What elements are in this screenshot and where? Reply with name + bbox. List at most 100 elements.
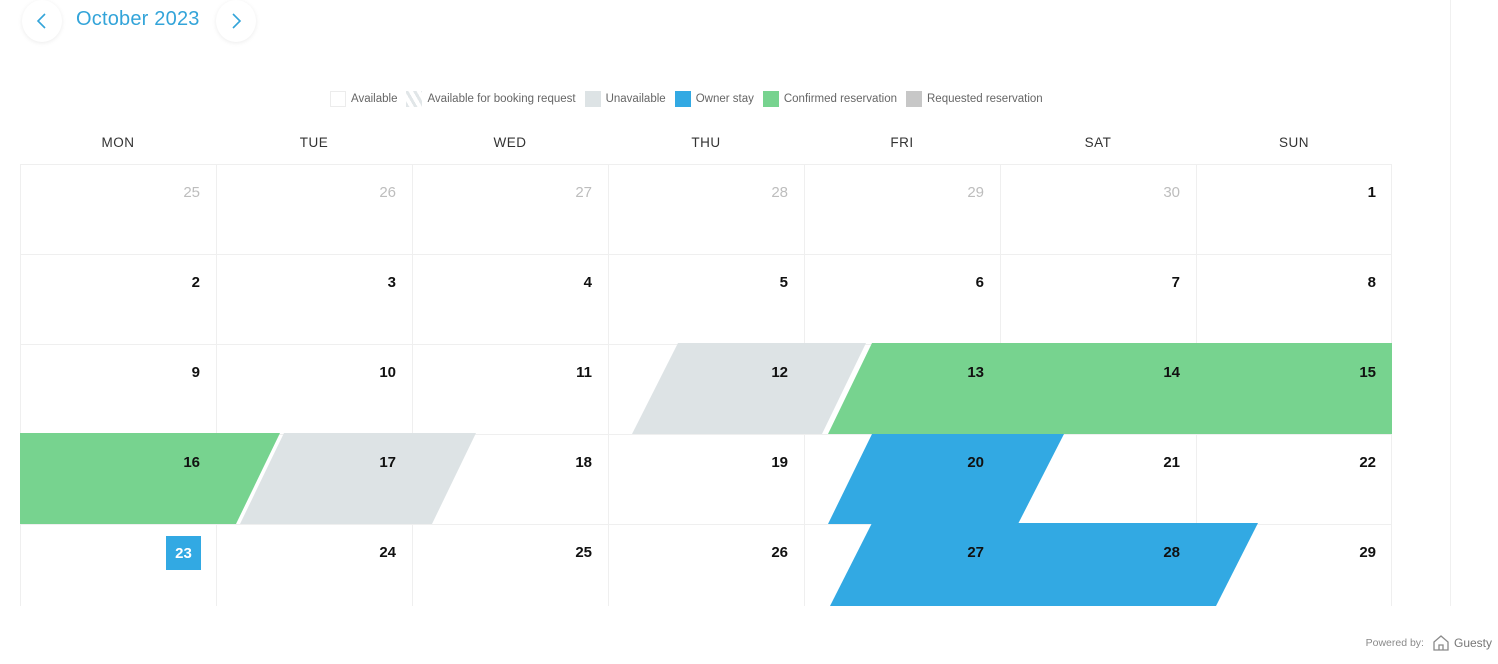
day-cell[interactable]: 28	[1000, 524, 1196, 614]
legend-label: Unavailable	[605, 93, 666, 105]
day-cell[interactable]: 20	[804, 434, 1000, 524]
day-cell[interactable]: 19	[608, 434, 804, 524]
day-cell[interactable]: 27	[804, 524, 1000, 614]
day-number: 25	[575, 544, 592, 561]
day-cells: 25 26 27 28 29 30 1 2 3 4 5 6 7 8 9 10 1…	[20, 164, 1392, 606]
day-number: 20	[967, 454, 984, 471]
day-cell[interactable]: 29	[1196, 524, 1392, 614]
house-icon	[1433, 635, 1449, 651]
owner-stay-block	[828, 434, 1064, 524]
weekday-tue: TUE	[299, 135, 329, 150]
day-cell[interactable]: 27	[412, 164, 608, 254]
powered-by-footer: Powered by: Guesty	[1366, 634, 1492, 652]
day-number: 27	[575, 184, 592, 201]
day-cell[interactable]: 12	[608, 344, 804, 434]
day-number: 5	[779, 274, 788, 291]
weekday-sat: SAT	[1084, 135, 1112, 150]
day-cell[interactable]: 6	[804, 254, 1000, 344]
day-cell[interactable]: 25	[412, 524, 608, 614]
confirmed-reservation-block	[828, 343, 1392, 434]
next-month-button[interactable]	[216, 0, 256, 42]
legend-label: Owner stay	[695, 93, 754, 105]
day-cell[interactable]: 25	[20, 164, 216, 254]
day-number: 8	[1367, 274, 1376, 291]
day-cell[interactable]: 15	[1196, 344, 1392, 434]
legend-item-available: Available	[330, 91, 397, 107]
weekday-thu: THU	[691, 135, 721, 150]
today-badge: 23	[166, 536, 201, 570]
day-number: 30	[1163, 184, 1180, 201]
month-navigation: October 2023	[20, 0, 260, 44]
day-cell[interactable]: 3	[216, 254, 412, 344]
confirmed-reservation-block	[20, 433, 280, 524]
day-number: 14	[1163, 364, 1180, 381]
day-cell[interactable]: 7	[1000, 254, 1196, 344]
day-cell[interactable]: 11	[412, 344, 608, 434]
day-cell[interactable]: 29	[804, 164, 1000, 254]
day-cell[interactable]: 22	[1196, 434, 1392, 524]
legend-label: Available	[351, 93, 398, 105]
legend-item-confirmed: Confirmed reservation	[762, 91, 897, 107]
calendar-grid: 25 26 27 28 29 30 1 2 3 4 5 6 7 8 9 10 1…	[20, 164, 1392, 606]
day-cell[interactable]: 8	[1196, 254, 1392, 344]
month-title: October 2023	[76, 8, 200, 30]
weekday-wed: WED	[493, 135, 527, 150]
powered-by-label: Powered by:	[1365, 637, 1424, 649]
unavailable-block	[240, 433, 476, 524]
day-cell[interactable]: 5	[608, 254, 804, 344]
confirmed-swatch	[762, 91, 779, 107]
legend: Available Available for booking request …	[330, 90, 1052, 108]
guesty-brand[interactable]: Guesty	[1453, 636, 1492, 650]
day-number: 7	[1171, 274, 1180, 291]
day-cell[interactable]: 14	[1000, 344, 1196, 434]
day-number: 10	[379, 364, 396, 381]
day-number: 3	[387, 274, 396, 291]
requested-swatch	[906, 91, 922, 107]
day-number: 17	[379, 454, 396, 471]
legend-item-booking-request: Available for booking request	[406, 91, 576, 107]
day-cell[interactable]: 24	[216, 524, 412, 614]
day-cell[interactable]: 21	[1000, 434, 1196, 524]
day-number: 13	[967, 364, 984, 381]
day-cell[interactable]: 1	[1196, 164, 1392, 254]
day-cell[interactable]: 9	[20, 344, 216, 434]
day-number: 24	[379, 544, 396, 561]
unavailable-block	[632, 343, 866, 434]
owner-stay-block	[830, 523, 1258, 606]
day-cell[interactable]: 13	[804, 344, 1000, 434]
day-number: 28	[1163, 544, 1180, 561]
day-number: 29	[967, 184, 984, 201]
day-cell[interactable]: 10	[216, 344, 412, 434]
day-cell[interactable]: 16	[20, 434, 216, 524]
legend-item-unavailable: Unavailable	[584, 91, 666, 107]
chevron-left-icon	[36, 13, 46, 29]
day-number: 11	[576, 364, 592, 381]
day-cell[interactable]: 2	[20, 254, 216, 344]
day-cell[interactable]: 26	[216, 164, 412, 254]
day-number: 18	[575, 454, 592, 471]
booking-request-swatch	[406, 91, 423, 107]
day-cell[interactable]: 17	[216, 434, 412, 524]
day-number: 26	[379, 184, 396, 201]
day-number: 26	[771, 544, 788, 561]
day-number: 27	[967, 544, 984, 561]
day-number: 9	[191, 364, 200, 381]
day-cell[interactable]: 26	[608, 524, 804, 614]
legend-label: Requested reservation	[927, 93, 1043, 105]
day-cell[interactable]: 18	[412, 434, 608, 524]
prev-month-button[interactable]	[22, 0, 62, 42]
day-number: 19	[771, 454, 788, 471]
weekday-fri: FRI	[890, 135, 914, 150]
reservation-shapes	[20, 343, 1392, 606]
legend-label: Available for booking request	[427, 93, 576, 105]
day-cell-today[interactable]: 23	[20, 524, 216, 614]
day-cell[interactable]: 4	[412, 254, 608, 344]
day-number: 21	[1163, 454, 1180, 471]
day-number: 12	[771, 364, 788, 381]
day-cell[interactable]: 28	[608, 164, 804, 254]
available-swatch	[330, 91, 346, 107]
day-cell[interactable]: 30	[1000, 164, 1196, 254]
day-number: 16	[183, 454, 200, 471]
chevron-right-icon	[232, 13, 242, 29]
legend-label: Confirmed reservation	[783, 93, 897, 105]
